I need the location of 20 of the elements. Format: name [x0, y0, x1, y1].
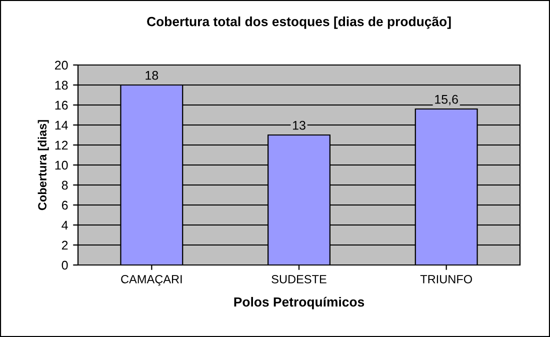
y-tick-label: 16	[55, 100, 68, 110]
x-tick-label: SUDESTE	[272, 275, 326, 284]
data-label: 18	[146, 70, 158, 80]
y-axis-title: Cobertura [dias]	[38, 120, 49, 210]
y-tick-label: 8	[62, 180, 68, 190]
y-tick-label: 6	[62, 200, 68, 210]
y-tick-label: 12	[55, 140, 68, 150]
x-axis-title: Polos Petroquímicos	[234, 296, 364, 310]
data-label: 15,6	[435, 94, 458, 106]
y-tick-label: 10	[55, 160, 68, 170]
x-tick-label: TRIUNFO	[420, 275, 472, 284]
y-tick-label: 18	[55, 80, 68, 90]
chart-title: Cobertura total dos estoques [dias de produção]	[147, 16, 451, 29]
y-tick-label: 0	[62, 260, 68, 270]
x-tick-label: CAMAÇARI	[121, 274, 182, 286]
data-label: 13	[293, 120, 306, 130]
y-tick-label: 2	[62, 240, 68, 250]
y-tick-label: 14	[55, 120, 68, 130]
y-tick-label: 4	[62, 220, 68, 230]
y-tick-label: 20	[55, 60, 68, 70]
